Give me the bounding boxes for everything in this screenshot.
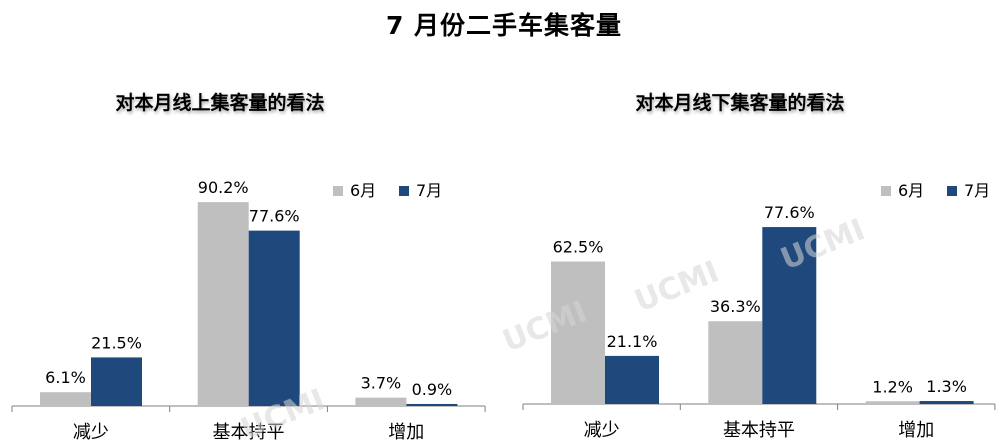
legend-label-june: 6月 (898, 181, 924, 200)
data-label-increase-july: 0.9% (412, 380, 453, 399)
legend-swatch-july (399, 186, 409, 196)
data-label-flat-june: 90.2% (198, 178, 249, 197)
data-label-decrease-july: 21.1% (607, 332, 658, 351)
bar-flat-june (708, 321, 763, 404)
bar-decrease-june (551, 261, 605, 404)
bar-flat-june (197, 202, 249, 406)
legend-swatch-july (947, 186, 957, 196)
bar-increase-june (865, 401, 920, 404)
legend-swatch-june (881, 186, 891, 196)
bar-flat-july (762, 227, 817, 404)
legend-label-june: 6月 (350, 181, 376, 200)
chart-title-offline: 对本月线下集客量的看法 (635, 92, 845, 114)
data-label-flat-june: 36.3% (710, 297, 761, 316)
bar-flat-july (248, 230, 300, 406)
legend-label-july: 7月 (416, 181, 442, 200)
legend-swatch-june (333, 186, 343, 196)
category-label-increase: 增加 (388, 422, 424, 443)
data-label-flat-july: 77.6% (764, 203, 815, 222)
chart-online: 6.1% 21.5% 减少 90.2%77.6% 基本持平 3.7% 0.9% 增加 6月 7月 (11, 178, 486, 443)
legend-label-july: 7月 (964, 181, 990, 200)
bar-increase-june (355, 397, 407, 406)
chart-offline: 62.5% 21.1% 减少 36.3% 77.6% 基本持平 1.2% 1.3% 增加 6月 7月 (522, 181, 996, 441)
bar-decrease-july (605, 355, 659, 404)
chart-title-online: 对本月线上集客量的看法 (115, 92, 325, 114)
data-label-flat-july: 77.6% (249, 207, 300, 226)
category-label-flat: 基本持平 (723, 420, 795, 441)
data-label-decrease-june: 62.5% (553, 238, 604, 257)
data-label-increase-june: 1.2% (872, 377, 913, 396)
category-label-decrease: 减少 (73, 422, 109, 443)
data-label-increase-june: 3.7% (361, 374, 402, 393)
category-label-increase: 增加 (898, 420, 934, 441)
data-label-decrease-july: 21.5% (91, 333, 142, 352)
category-label-flat: 基本持平 (213, 422, 285, 443)
bar-decrease-july (91, 357, 142, 406)
bar-decrease-june (40, 392, 91, 406)
category-label-decrease: 减少 (584, 420, 620, 441)
data-label-decrease-june: 6.1% (45, 368, 86, 387)
page-title: 7 月份二手车集客量 (385, 11, 623, 40)
bar-increase-july (406, 403, 458, 406)
bar-increase-july (919, 401, 974, 404)
data-label-increase-july: 1.3% (926, 377, 967, 396)
